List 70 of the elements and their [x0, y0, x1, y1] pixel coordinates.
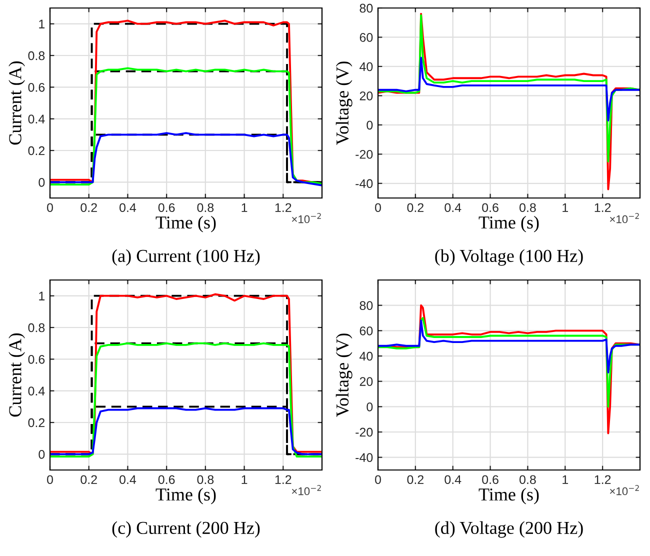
x-tick-label: 0.4 — [444, 475, 462, 484]
x-tick-label: 0.4 — [120, 475, 136, 484]
y-tick-label: 80 — [360, 4, 373, 13]
y-tick-label: 0 — [38, 450, 45, 459]
y-tick-label: 0 — [38, 178, 45, 187]
y-tick-label: 60 — [360, 326, 373, 336]
text: ×10$^{−2}$ — [610, 485, 639, 496]
y-tick-label: 0.4 — [28, 386, 45, 396]
x-tick-label: 0.4 — [120, 203, 136, 212]
y-tick-label: -20 — [356, 150, 373, 159]
text: ×10$^{−2}$ — [610, 213, 639, 224]
y-tick-label: 0.8 — [28, 51, 45, 60]
y-axis-title: Current (A) — [8, 61, 25, 145]
x-tick-label: 0 — [375, 475, 381, 484]
x-tick-label: 0.8 — [520, 203, 536, 212]
x-tick-label: 1.2 — [594, 203, 611, 212]
x-tick-label: 0.6 — [482, 475, 498, 484]
y-tick-label: 0.8 — [28, 323, 45, 332]
y-axis-title: Voltage (V) — [336, 334, 352, 417]
x-tick-label: 0.6 — [158, 475, 175, 484]
x-tick-label: 0.4 — [444, 203, 462, 212]
x-tick-label: 1.2 — [275, 203, 292, 212]
text: (c) Current (200 Hz) — [112, 521, 260, 538]
y-tick-label: 40 — [360, 352, 373, 361]
y-tick-label: 0.4 — [28, 114, 45, 124]
x-tick-label: 0.8 — [197, 475, 214, 484]
y-tick-label: 40 — [360, 62, 373, 72]
y-tick-label: -40 — [356, 453, 373, 462]
x-tick-label: 1 — [242, 475, 248, 484]
x-axis-title: Time (s) — [156, 216, 216, 232]
y-tick-label: 0 — [366, 402, 373, 412]
text: (d) Voltage (200 Hz) — [435, 521, 583, 538]
x-tick-label: 0 — [47, 203, 53, 212]
y-tick-label: 0.6 — [28, 354, 45, 364]
x-tick-label: 0.6 — [158, 203, 175, 212]
x-tick-label: 0.8 — [520, 475, 536, 484]
y-tick-label: 20 — [360, 377, 373, 386]
x-tick-label: 1.2 — [275, 475, 292, 484]
y-tick-label: 80 — [360, 301, 373, 310]
y-tick-label: -20 — [356, 428, 373, 437]
x-tick-label: 0 — [47, 475, 53, 484]
x-tick-label: 1 — [562, 203, 568, 212]
x-tick-label: 0.2 — [407, 203, 424, 212]
x-axis-title: Time (s) — [478, 488, 539, 504]
x-axis-title: Time (s) — [156, 488, 216, 504]
y-tick-label: 1 — [39, 20, 45, 28]
x-tick-label: 0.2 — [80, 203, 97, 212]
y-tick-label: 0.2 — [28, 418, 45, 428]
y-axis-title: Current (A) — [8, 333, 25, 417]
x-tick-label: 0.2 — [80, 475, 97, 484]
y-tick-label: 0.2 — [28, 146, 45, 156]
y-tick-label: -40 — [356, 179, 373, 188]
text: (a) Current (100 Hz) — [112, 249, 260, 266]
text: ×10$^{−2}$ — [292, 213, 321, 224]
x-tick-label: 1 — [562, 475, 568, 484]
x-tick-label: 0.8 — [197, 203, 214, 212]
x-tick-label: 0.2 — [407, 475, 424, 484]
text: ×10$^{−2}$ — [292, 485, 321, 496]
text: (b) Voltage (100 Hz) — [435, 249, 583, 266]
y-axis-title: Voltage (V) — [336, 62, 352, 145]
y-tick-label: 0 — [366, 120, 373, 130]
x-tick-label: 0.6 — [482, 203, 498, 212]
y-tick-label: 60 — [360, 33, 373, 42]
y-tick-label: 20 — [360, 91, 373, 100]
x-tick-label: 0 — [375, 203, 381, 212]
y-tick-label: 0.6 — [28, 82, 45, 92]
x-tick-label: 1 — [242, 203, 248, 212]
x-axis-title: Time (s) — [478, 216, 539, 232]
x-tick-label: 1.2 — [594, 475, 611, 484]
y-tick-label: 1 — [39, 292, 45, 300]
